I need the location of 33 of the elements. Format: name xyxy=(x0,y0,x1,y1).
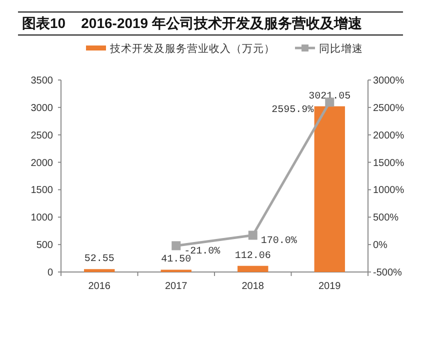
data-label: 2595.9% xyxy=(272,105,314,116)
y2-tick-label: 2000% xyxy=(373,130,404,142)
chart-title: 图表10 2016-2019 年公司技术开发及服务营收及增速 xyxy=(22,15,363,31)
y2-tick-label: 1000% xyxy=(373,185,404,196)
y-tick-label: 0 xyxy=(47,268,54,278)
y-tick-label: 2000 xyxy=(30,158,54,169)
data-label: 3021.05 xyxy=(308,91,351,102)
point xyxy=(172,241,181,250)
bar xyxy=(314,106,345,272)
y2-tick-label: 2500% xyxy=(373,102,404,114)
data-label: 170.0% xyxy=(260,236,297,248)
legend-label: 技术开发及服务营业收入（万元） xyxy=(109,42,275,55)
data-label: 52.55 xyxy=(84,254,114,266)
point xyxy=(248,230,258,240)
bar xyxy=(238,266,268,272)
y-tick-label: 3500 xyxy=(30,76,54,86)
y2-tick-label: 500% xyxy=(373,212,399,224)
legend-label: 同比增速 xyxy=(319,42,363,55)
bar xyxy=(84,269,115,272)
y2-tick-label: -500% xyxy=(373,268,402,278)
y2-tick-label: 0% xyxy=(373,240,388,252)
y-tick-label: 2500 xyxy=(30,130,54,142)
y-tick-label: 1000 xyxy=(30,212,54,224)
y2-tick-label: 3000% xyxy=(373,76,404,86)
x-tick-label: 2019 xyxy=(318,281,342,292)
data-label: 112.06 xyxy=(234,250,271,262)
x-tick-label: 2018 xyxy=(242,281,264,292)
y-tick-label: 3000 xyxy=(30,102,54,114)
y-tick-label: 500 xyxy=(36,240,54,252)
y-tick-label: 1500 xyxy=(30,185,54,196)
y2-tick-label: 1500% xyxy=(373,158,404,169)
x-tick-label: 2017 xyxy=(165,281,188,292)
x-tick-label: 2016 xyxy=(88,281,111,292)
